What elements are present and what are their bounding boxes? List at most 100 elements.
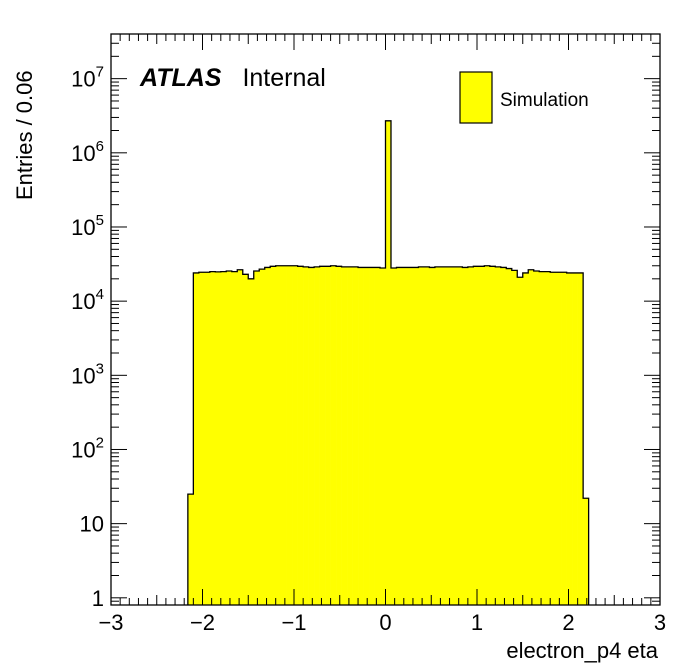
atlas-label-normal: Internal [242, 64, 325, 92]
x-tick-label: 2 [562, 610, 574, 635]
histogram-bar [467, 266, 474, 605]
histogram-bar [286, 265, 293, 605]
x-tick-label: 0 [379, 610, 391, 635]
histogram-bar [341, 266, 348, 605]
histogram-bar [242, 274, 249, 605]
histogram-bar [380, 267, 386, 605]
histogram-bar [187, 494, 194, 605]
histogram-bar [314, 266, 320, 605]
atlas-label: ATLAS Internal [139, 64, 326, 92]
y-tick-label: 103 [71, 360, 104, 388]
histogram-bar [429, 267, 436, 605]
histogram-bar [363, 267, 370, 605]
histogram-outline [187, 120, 590, 605]
histogram-bar [434, 266, 441, 605]
histogram-bar [248, 278, 255, 605]
histogram-bar [259, 269, 266, 605]
histogram-bar [303, 266, 309, 605]
legend: Simulation [459, 71, 589, 124]
histogram-bar [511, 270, 518, 605]
histogram-bar [445, 266, 452, 605]
y-tick-label: 10 [80, 512, 104, 537]
histogram-bar [500, 267, 507, 605]
histogram-bar [423, 266, 430, 605]
histogram-bar [369, 267, 375, 605]
histogram-bar [412, 267, 419, 605]
histogram-bar [330, 265, 337, 605]
histogram-bar [577, 272, 584, 605]
legend-swatch [459, 71, 493, 124]
histogram-bar [396, 267, 403, 605]
y-tick-label: 107 [71, 64, 104, 92]
histogram-bar [522, 272, 529, 605]
histogram-bar [374, 267, 381, 605]
histogram-bar [193, 272, 200, 605]
histogram-bar [297, 266, 304, 605]
histogram-bar [226, 270, 233, 605]
x-tick-label: −2 [190, 610, 215, 635]
histogram-bar [550, 272, 556, 605]
plot-frame [110, 33, 661, 606]
histogram-bar [407, 267, 414, 605]
histogram-bar [308, 267, 315, 605]
histogram-bar [561, 272, 567, 605]
y-tick-label: 105 [71, 212, 104, 240]
histogram-bar [462, 267, 469, 605]
histogram-bar [390, 267, 397, 605]
histogram-bar [319, 266, 326, 605]
histogram-bar [484, 265, 491, 605]
histogram-bar [566, 272, 573, 605]
histogram-bar [456, 266, 463, 605]
histogram-bar [275, 265, 282, 605]
histogram-bar [451, 266, 458, 605]
histogram-bar [209, 271, 216, 605]
histogram-bar [517, 277, 524, 605]
histogram-bar [220, 271, 227, 605]
histogram-bar [264, 267, 271, 605]
x-tick-label: 3 [654, 610, 666, 635]
histogram-bar [325, 266, 331, 605]
x-tick-label: 1 [471, 610, 483, 635]
y-tick-labels: 1 10 102 103 104 105 106 107 [71, 64, 104, 611]
atlas-label-bold: ATLAS [139, 64, 222, 92]
histogram-bar [489, 266, 496, 605]
y-axis-title: Entries / 0.06 [12, 70, 37, 200]
histogram-bar [495, 266, 502, 605]
histogram-bar [237, 269, 244, 605]
histogram-bar [418, 266, 425, 605]
histogram-bar [292, 265, 298, 605]
histogram-bar [198, 272, 205, 605]
histogram-bar [555, 272, 562, 605]
histogram-bar [478, 266, 485, 605]
histogram-bar [336, 266, 342, 605]
x-axis-title: electron_p4 eta [506, 638, 658, 663]
histogram-bar [473, 266, 480, 605]
histogram-bar [539, 271, 546, 605]
y-tick-label: 104 [71, 286, 104, 314]
histogram-bar [572, 272, 578, 605]
histogram-bar [231, 271, 238, 605]
histogram-bar [401, 267, 408, 605]
x-tick-label: −1 [281, 610, 306, 635]
histogram-bar [281, 265, 287, 605]
histogram-bar [533, 270, 540, 605]
y-tick-label: 106 [71, 138, 104, 166]
histogram-bar [583, 498, 589, 605]
histogram-bar [204, 272, 211, 605]
legend-label: Simulation [500, 90, 589, 111]
histogram-bar [544, 271, 551, 605]
histogram-bar [270, 266, 276, 605]
histogram-bar [352, 266, 359, 605]
histogram-bars [187, 120, 589, 605]
x-tick-labels: −3 −2 −1 0 1 2 3 [98, 610, 666, 635]
histogram-bar [358, 267, 364, 605]
y-tick-label: 1 [92, 586, 104, 611]
histogram-bar [528, 269, 535, 605]
histogram-bar [506, 268, 513, 605]
histogram-bar [385, 120, 392, 605]
y-tick-label: 102 [71, 434, 104, 462]
histogram-bar [440, 266, 447, 605]
x-tick-label: −3 [98, 610, 123, 635]
histogram-bar [347, 266, 353, 605]
